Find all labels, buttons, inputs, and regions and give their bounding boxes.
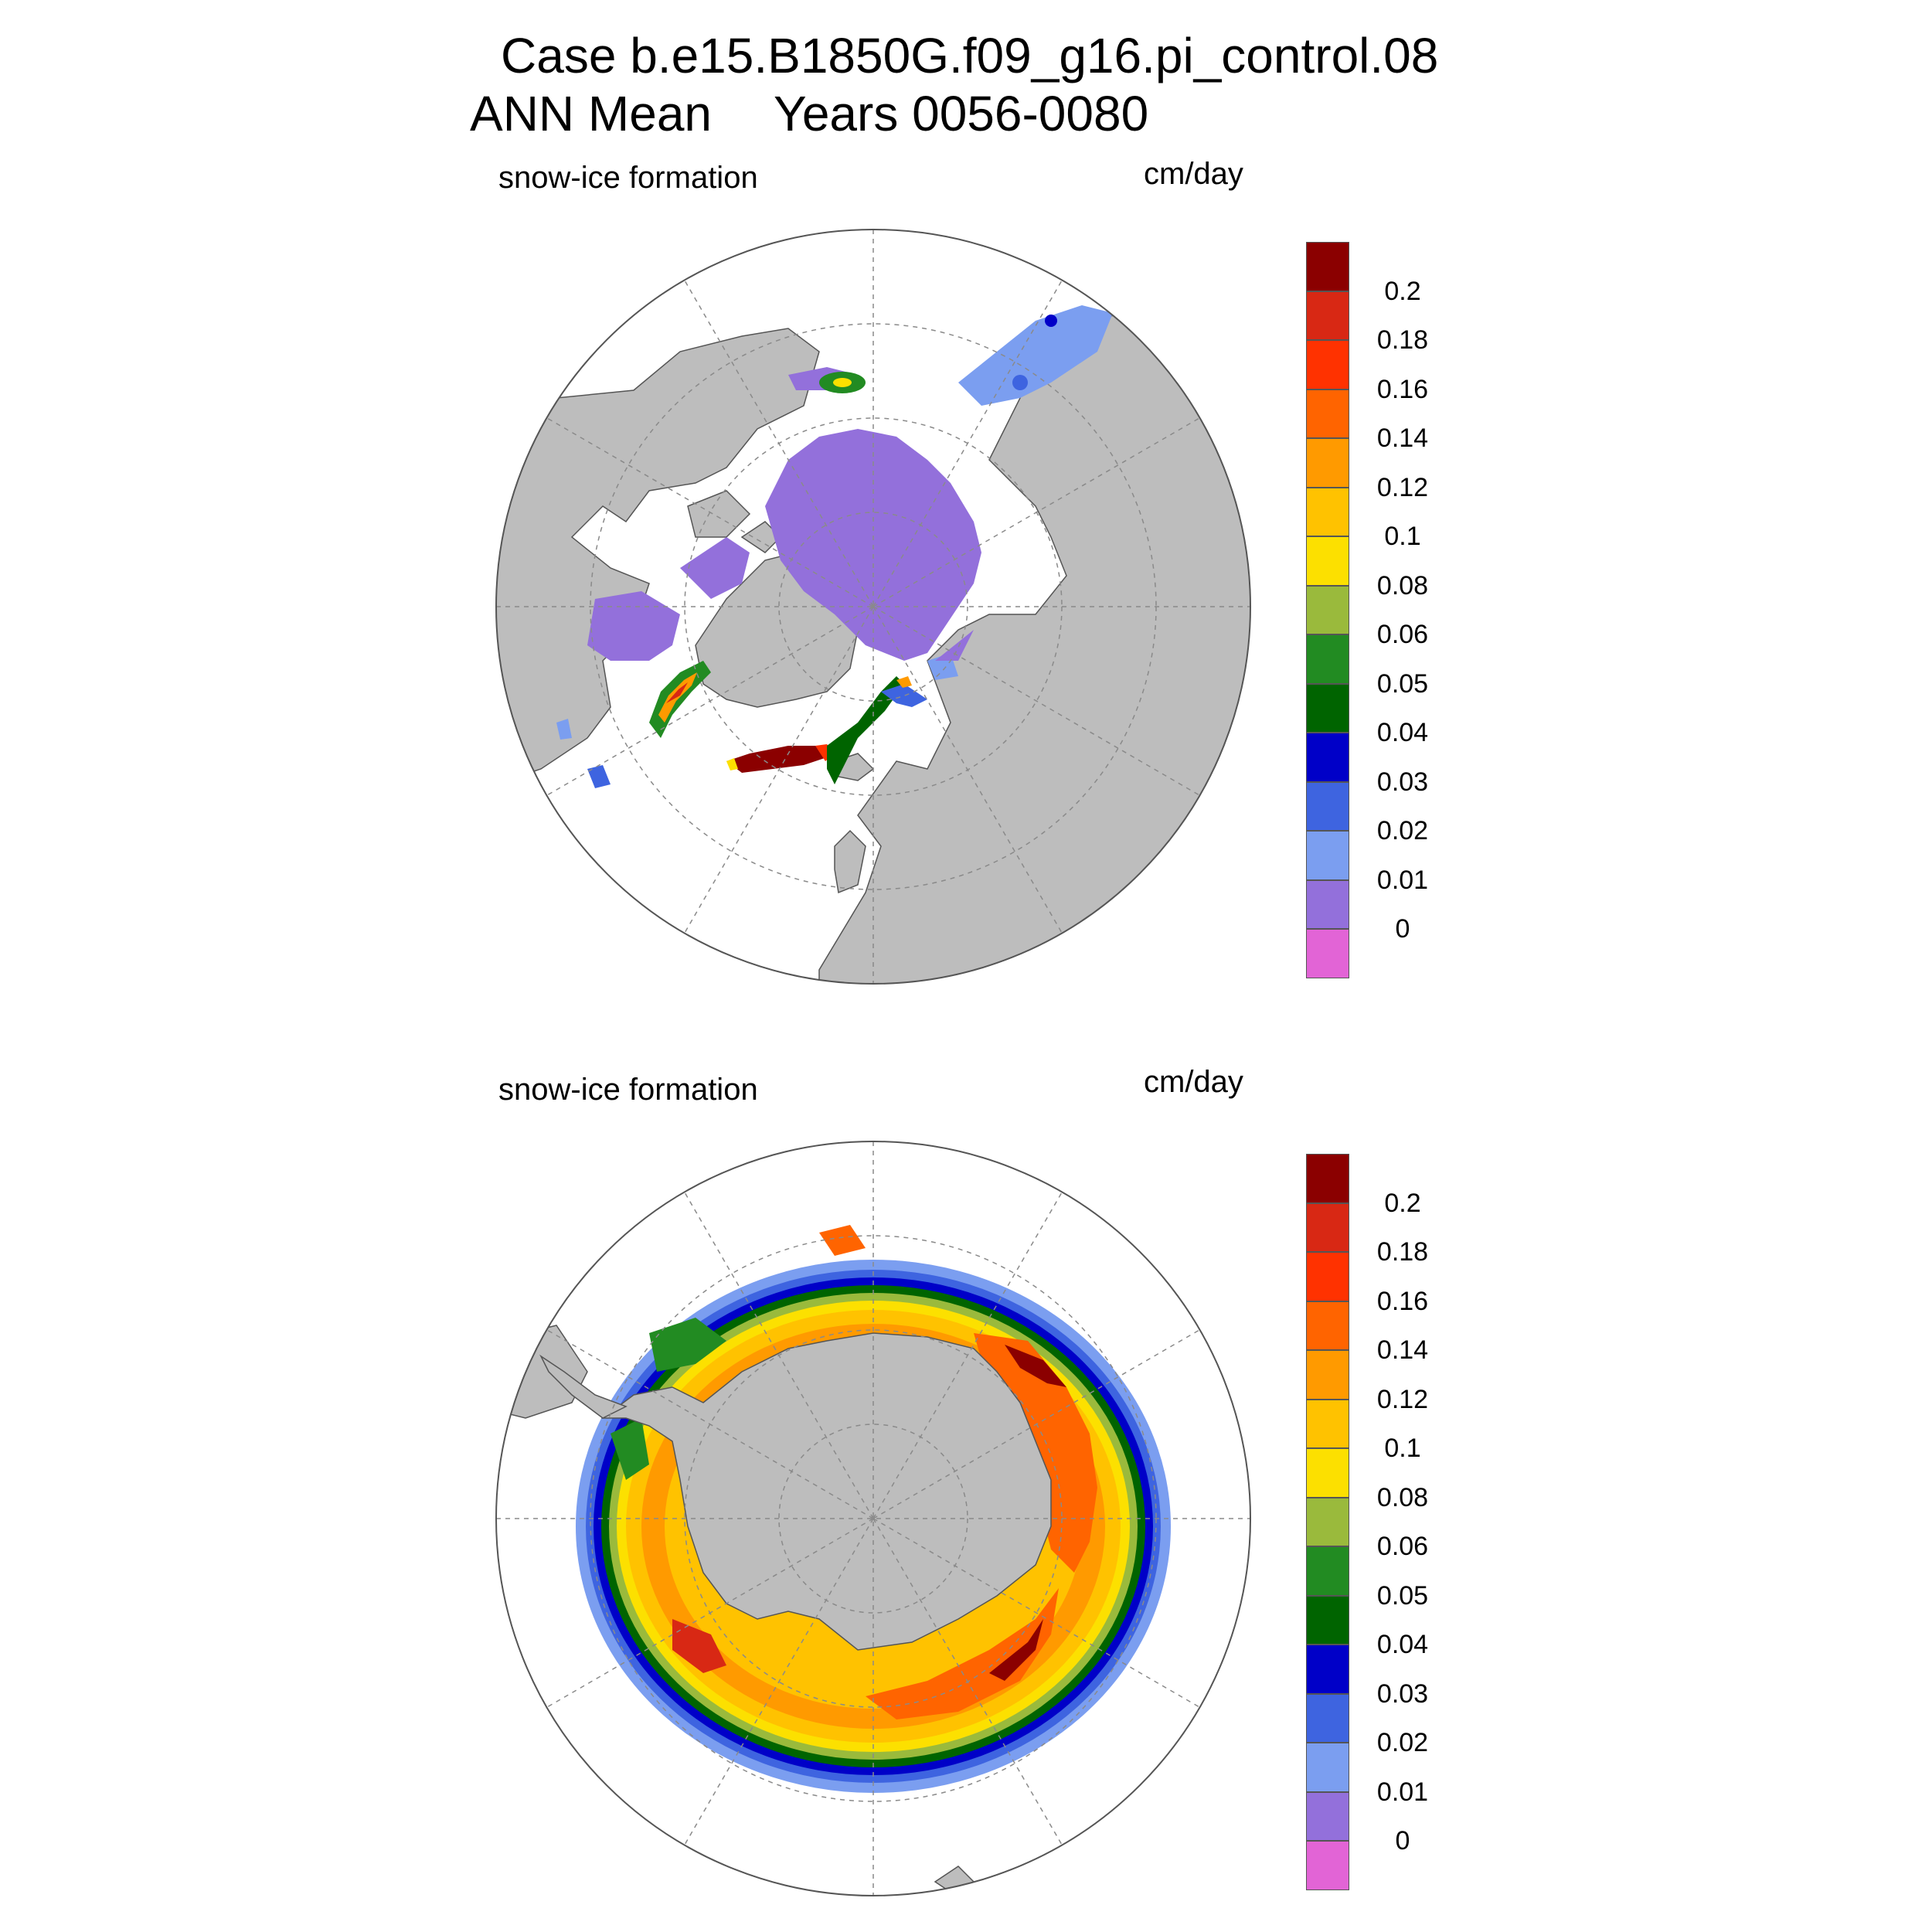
units-label: cm/day — [1144, 1065, 1243, 1099]
colorbar-tick-label: 0.05 — [1376, 1580, 1429, 1611]
colorbar-tick-label: 0.08 — [1376, 1482, 1429, 1512]
colorbar-swatch — [1306, 1202, 1349, 1252]
colorbar-tick-label: 0.12 — [1376, 472, 1429, 502]
colorbar-tick-label: 0.16 — [1376, 374, 1429, 404]
colorbar-swatch — [1306, 1399, 1349, 1448]
colorbar-swatch — [1306, 1301, 1349, 1350]
graticule — [496, 1141, 1250, 1896]
colorbar-tick-label: 0.1 — [1384, 522, 1421, 551]
colorbar-tick-label: 0.06 — [1376, 620, 1429, 649]
figure-title: Case b.e15.B1850G.f09_g16.pi_control.08 — [501, 28, 1439, 83]
colorbar-tick-label: 0.02 — [1376, 1728, 1429, 1757]
north-polar-map — [495, 229, 1251, 985]
antarctica — [600, 1332, 1052, 1651]
colorbar-north: 0 0.01 0.02 0.03 0.04 0.05 0.06 0.08 0.1 0.12 0.14… — [1306, 242, 1428, 978]
colorbar-swatch — [1306, 1546, 1349, 1596]
colorbar-tick-label: 0.08 — [1376, 570, 1429, 600]
colorbar-tick-label: 0.04 — [1376, 718, 1429, 747]
colorbar-swatch — [1306, 1645, 1349, 1694]
colorbar-tick-label: 0.02 — [1376, 816, 1429, 845]
colorbar-tick-label: 0.16 — [1376, 1286, 1429, 1316]
colorbar-swatch — [1306, 1841, 1349, 1890]
colorbar-tick-label: 0.01 — [1376, 865, 1429, 895]
colorbar-tick-label: 0.03 — [1376, 767, 1429, 797]
colorbar-tick-label: 0.01 — [1376, 1777, 1429, 1807]
colorbar-swatch — [1306, 683, 1349, 733]
colorbar-swatch — [1306, 1595, 1349, 1645]
map-border — [495, 1141, 1251, 1896]
colorbar-tick-label: 0.05 — [1376, 668, 1429, 699]
season-label: ANN Mean — [470, 86, 712, 141]
colorbar-swatch — [1306, 781, 1349, 831]
panel-south: snow-ice formation cm/day — [0, 912, 1932, 1896]
colorbar-tick-label: 0.1 — [1384, 1434, 1421, 1463]
colorbar-swatch — [1306, 536, 1349, 586]
panel-north: snow-ice formation cm/day — [0, 0, 1932, 985]
colorbar-swatch — [1306, 1497, 1349, 1546]
kara-sea-ice — [958, 305, 1113, 406]
colorbar-tick-label: 0.2 — [1384, 1188, 1421, 1218]
variable-label: snow-ice formation — [498, 1073, 758, 1107]
colorbar-tick-label: 0.03 — [1376, 1679, 1429, 1709]
years-label: Years 0056-0080 — [774, 86, 1149, 141]
ross-sea-max — [866, 1588, 1059, 1719]
colorbar-tick-label: 0 — [1395, 1826, 1410, 1855]
colorbar-swatch — [1306, 585, 1349, 634]
colorbar-swatch — [1306, 389, 1349, 438]
graticule — [496, 230, 1250, 984]
colorbar-swatch — [1306, 1791, 1349, 1841]
colorbar-swatch — [1306, 733, 1349, 782]
units-label: cm/day — [1144, 157, 1243, 191]
colorbar-tick-label: 0.14 — [1376, 1335, 1429, 1365]
colorbar-tick-label: 0.18 — [1376, 325, 1429, 355]
figure-subtitle: ANN Mean Years 0056-0080 — [470, 89, 1148, 138]
colorbar-tick-label: 0.18 — [1376, 1237, 1429, 1267]
east-greenland-hotspot — [726, 746, 827, 773]
colorbar-tick-label: 0.14 — [1376, 423, 1429, 453]
colorbar-swatch — [1306, 1743, 1349, 1792]
colorbar-swatch — [1306, 340, 1349, 389]
colorbar-swatch — [1306, 634, 1349, 684]
colorbar-tick-label: 0.06 — [1376, 1532, 1429, 1561]
colorbar-tick-label: 0.12 — [1376, 1384, 1429, 1414]
colorbar-swatch — [1306, 831, 1349, 880]
colorbar-swatch — [1306, 487, 1349, 536]
colorbar-swatch — [1306, 1252, 1349, 1301]
hudson-bay-ice — [587, 591, 680, 661]
south-polar-map — [495, 1141, 1251, 1896]
variable-label: snow-ice formation — [498, 161, 758, 195]
fram-strait-band — [827, 676, 904, 784]
map-border — [495, 229, 1251, 985]
colorbar-tick-label: 0 — [1395, 914, 1410, 944]
colorbar-swatch — [1306, 1448, 1349, 1498]
colorbar-swatch — [1306, 1154, 1349, 1203]
colorbar-swatch — [1306, 291, 1349, 340]
colorbar-tick-label: 0.2 — [1384, 276, 1421, 306]
colorbar-tick-label: 0.04 — [1376, 1630, 1429, 1659]
colorbar-swatch — [1306, 1693, 1349, 1743]
colorbar-swatch — [1306, 242, 1349, 291]
colorbar-swatch — [1306, 1350, 1349, 1400]
colorbar-swatch — [1306, 929, 1349, 978]
colorbar-south: 0 0.01 0.02 0.03 0.04 0.05 0.06 0.08 0.1 0.12 0.14… — [1306, 1154, 1428, 1890]
colorbar-swatch — [1306, 879, 1349, 929]
colorbar-swatch — [1306, 438, 1349, 488]
